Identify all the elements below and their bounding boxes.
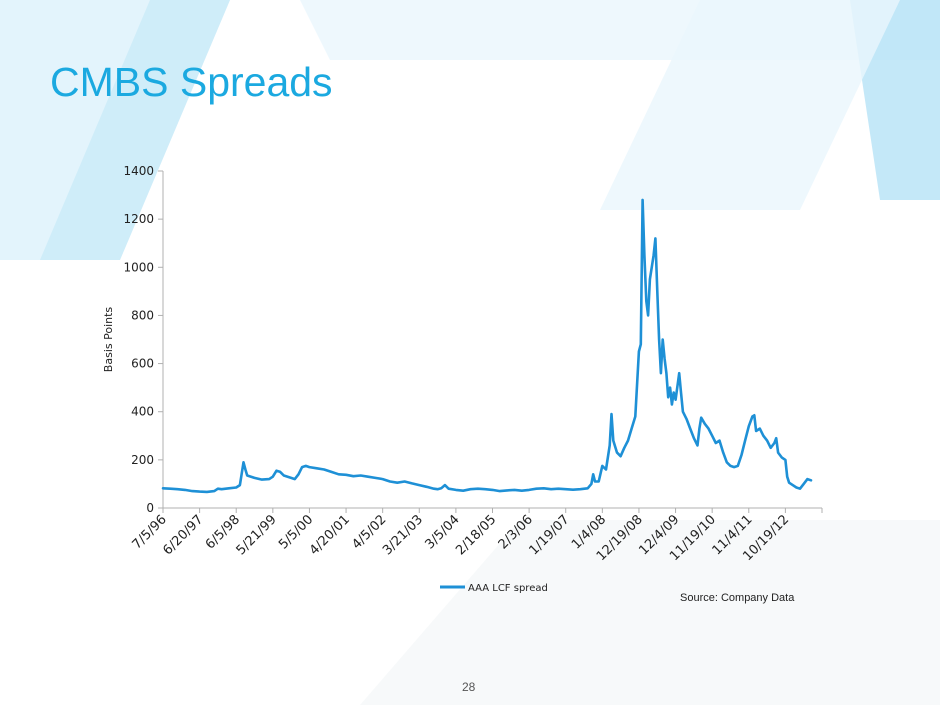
- x-tick-label: 4/20/01: [307, 512, 353, 558]
- x-tick-label: 3/21/03: [380, 512, 426, 558]
- page-number: 28: [462, 680, 476, 694]
- decor-band-bottom: [360, 520, 940, 705]
- x-tick-label: 5/21/99: [234, 512, 280, 558]
- source-note: Source: Company Data: [680, 592, 795, 604]
- x-tick-label: 6/20/97: [160, 512, 206, 558]
- slide-title: CMBS Spreads: [50, 59, 333, 105]
- y-tick-label: 1000: [123, 260, 154, 274]
- decor-band-right-light: [600, 0, 900, 210]
- legend-label: AAA LCF spread: [468, 583, 548, 594]
- y-tick-label: 400: [131, 405, 154, 419]
- y-axis-title: Basis Points: [102, 307, 115, 373]
- y-tick-label: 200: [131, 453, 154, 467]
- x-tick-label: 1/19/07: [527, 512, 573, 558]
- series-line-aaa-lcf-spread: [161, 198, 813, 494]
- decor-band-left-dark: [40, 0, 230, 260]
- y-tick-label: 600: [131, 357, 154, 371]
- y-tick-label: 0: [146, 501, 154, 515]
- y-tick-label: 800: [131, 308, 154, 322]
- y-tick-label: 1400: [123, 164, 154, 178]
- y-tick-label: 1200: [123, 212, 154, 226]
- x-tick-label: 2/18/05: [453, 512, 499, 558]
